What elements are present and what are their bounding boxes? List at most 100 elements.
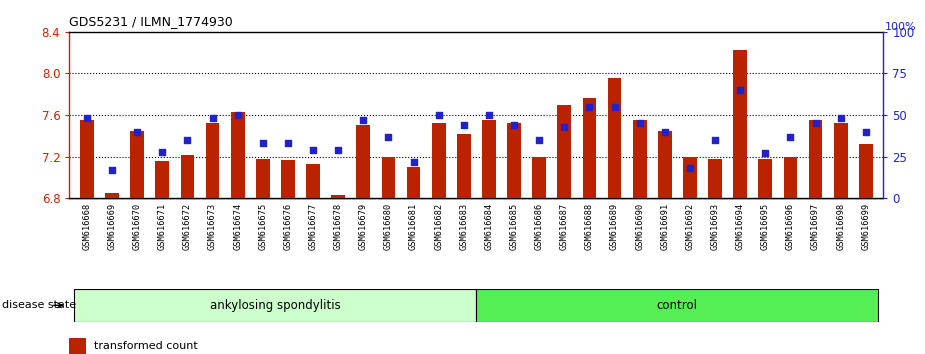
Point: [180, 137, 195, 143]
Bar: [482, 120, 496, 198]
Text: GSM616675: GSM616675: [258, 203, 267, 250]
Point: [431, 112, 446, 118]
Text: GSM616673: GSM616673: [208, 203, 217, 250]
Text: GSM616696: GSM616696: [786, 203, 795, 250]
Point: [381, 134, 396, 139]
Point: [582, 104, 597, 110]
Text: GSM616678: GSM616678: [334, 203, 342, 250]
Bar: [432, 124, 446, 198]
Point: [783, 134, 798, 139]
Point: [507, 122, 522, 128]
Text: GSM616686: GSM616686: [535, 203, 544, 250]
Point: [230, 112, 245, 118]
Point: [305, 147, 320, 153]
Bar: [734, 50, 747, 198]
Point: [858, 129, 873, 135]
Bar: [69, 338, 86, 354]
Text: GSM616691: GSM616691: [660, 203, 670, 250]
Point: [683, 165, 697, 171]
Point: [733, 87, 747, 93]
Text: 100%: 100%: [885, 22, 917, 32]
Bar: [783, 156, 797, 198]
Text: GSM616685: GSM616685: [510, 203, 519, 250]
Text: GSM616679: GSM616679: [359, 203, 368, 250]
Text: GSM616694: GSM616694: [735, 203, 745, 250]
Point: [280, 141, 295, 146]
Text: GSM616682: GSM616682: [434, 203, 443, 250]
Point: [255, 141, 270, 146]
Point: [708, 137, 722, 143]
Point: [456, 122, 471, 128]
Bar: [808, 120, 822, 198]
Text: GSM616674: GSM616674: [233, 203, 242, 250]
Bar: [407, 167, 421, 198]
Text: GSM616669: GSM616669: [107, 203, 117, 250]
Point: [331, 147, 346, 153]
Text: GSM616689: GSM616689: [610, 203, 619, 250]
Text: GSM616690: GSM616690: [635, 203, 644, 250]
Point: [105, 167, 119, 173]
Bar: [356, 125, 370, 198]
Point: [658, 129, 672, 135]
Point: [758, 150, 772, 156]
Bar: [306, 164, 320, 198]
Bar: [256, 159, 270, 198]
Text: GSM616681: GSM616681: [409, 203, 418, 250]
Bar: [476, 289, 879, 322]
Point: [532, 137, 547, 143]
Bar: [608, 78, 622, 198]
Bar: [205, 124, 219, 198]
Text: GSM616683: GSM616683: [460, 203, 468, 250]
Point: [808, 120, 823, 126]
Text: GSM616677: GSM616677: [309, 203, 317, 250]
Text: GSM616699: GSM616699: [861, 203, 870, 250]
Point: [607, 104, 622, 110]
Text: GDS5231 / ILMN_1774930: GDS5231 / ILMN_1774930: [69, 15, 233, 28]
Bar: [281, 160, 295, 198]
Point: [406, 159, 421, 165]
Text: GSM616680: GSM616680: [384, 203, 393, 250]
Bar: [105, 193, 119, 198]
Text: GSM616670: GSM616670: [132, 203, 142, 250]
Text: GSM616688: GSM616688: [585, 203, 594, 250]
Text: GSM616676: GSM616676: [283, 203, 292, 250]
Text: GSM616698: GSM616698: [836, 203, 845, 250]
Text: control: control: [657, 299, 697, 312]
Point: [833, 115, 848, 121]
Bar: [74, 289, 476, 322]
Bar: [507, 124, 521, 198]
Text: GSM616693: GSM616693: [710, 203, 720, 250]
Text: GSM616692: GSM616692: [685, 203, 695, 250]
Bar: [331, 195, 345, 198]
Bar: [833, 124, 847, 198]
Text: ankylosing spondylitis: ankylosing spondylitis: [210, 299, 340, 312]
Bar: [130, 131, 144, 198]
Point: [557, 124, 572, 130]
Text: disease state: disease state: [2, 300, 76, 310]
Bar: [658, 131, 672, 198]
Text: GSM616668: GSM616668: [82, 203, 92, 250]
Bar: [155, 161, 169, 198]
Text: GSM616697: GSM616697: [811, 203, 820, 250]
Point: [130, 129, 144, 135]
Bar: [180, 155, 194, 198]
Bar: [457, 134, 471, 198]
Bar: [583, 98, 597, 198]
Bar: [532, 156, 546, 198]
Text: GSM616695: GSM616695: [760, 203, 770, 250]
Text: GSM616684: GSM616684: [485, 203, 493, 250]
Point: [356, 117, 371, 123]
Point: [154, 149, 169, 154]
Bar: [758, 159, 772, 198]
Text: GSM616672: GSM616672: [183, 203, 192, 250]
Bar: [381, 156, 395, 198]
Bar: [80, 120, 93, 198]
Point: [633, 120, 648, 126]
Text: GSM616671: GSM616671: [158, 203, 166, 250]
Bar: [683, 156, 697, 198]
Bar: [709, 159, 722, 198]
Point: [80, 115, 94, 121]
Bar: [633, 120, 647, 198]
Bar: [859, 144, 872, 198]
Point: [482, 112, 497, 118]
